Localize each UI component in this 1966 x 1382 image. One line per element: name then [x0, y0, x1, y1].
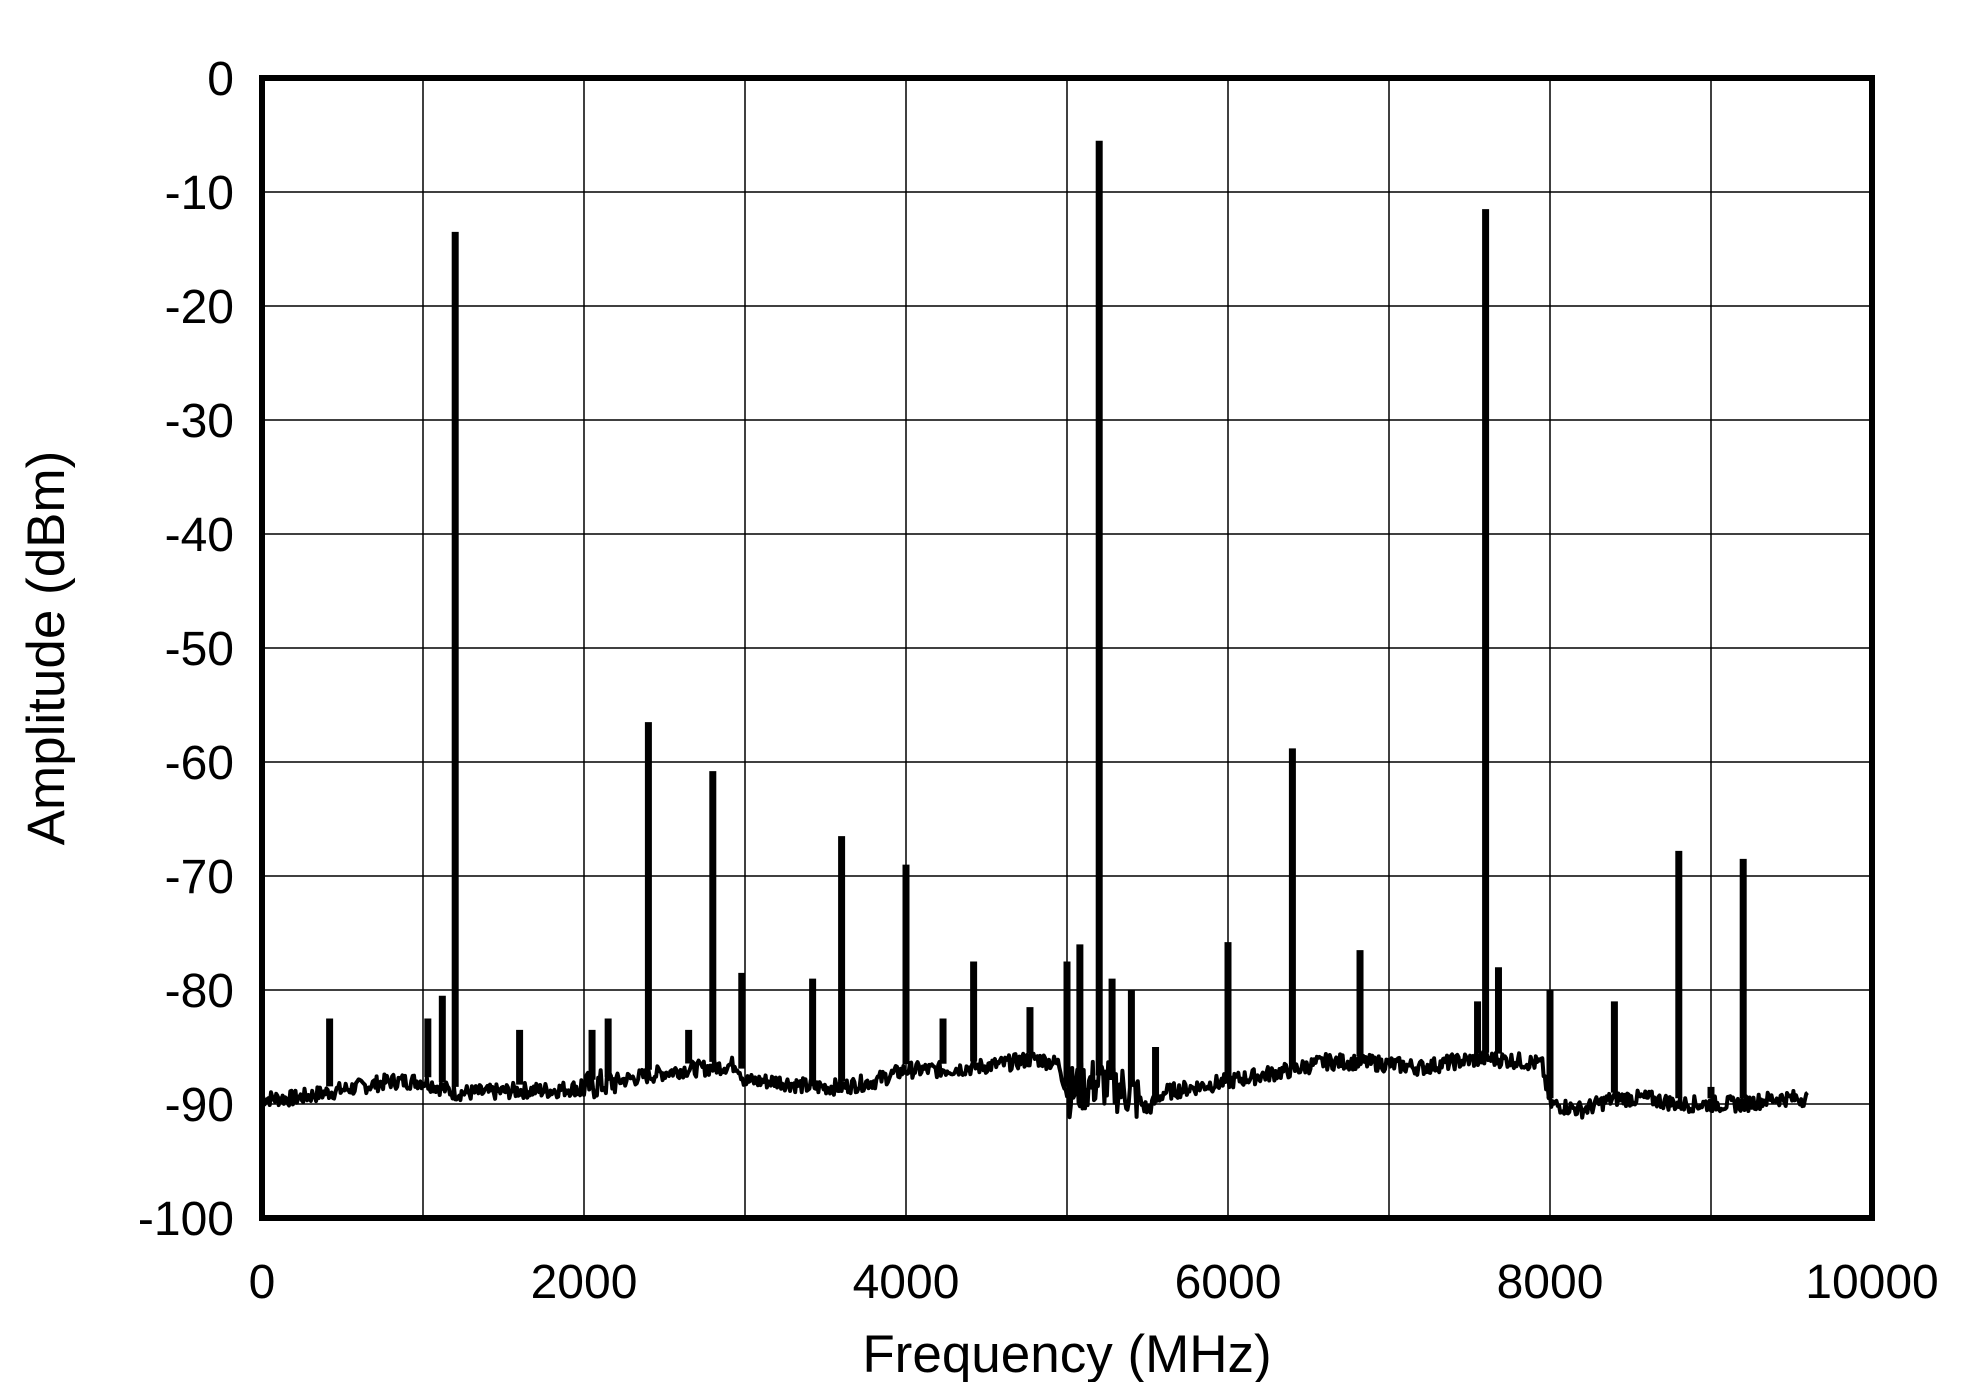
y-tick-label: -40 [165, 509, 234, 562]
y-tick-label: -90 [165, 1079, 234, 1132]
x-tick-label: 2000 [531, 1256, 638, 1309]
plot-frame [259, 75, 1875, 1221]
y-tick-label: -70 [165, 851, 234, 904]
y-axis-label: Amplitude (dBm) [17, 451, 76, 846]
x-tick-label: 6000 [1175, 1256, 1282, 1309]
y-tick-labels: 0 -10 -20 -30 -40 -50 -60 -70 -80 -90 -100 [138, 53, 234, 1246]
x-tick-labels: 0 2000 4000 6000 8000 10000 [249, 1256, 1939, 1309]
y-tick-label: -50 [165, 623, 234, 676]
noise-floor-line [260, 1049, 1809, 1120]
x-tick-label: 8000 [1497, 1256, 1604, 1309]
y-tick-label: -60 [165, 737, 234, 790]
y-tick-label: -20 [165, 281, 234, 334]
spectrum-trace [260, 140, 1809, 1120]
x-tick-label: 10000 [1805, 1256, 1938, 1309]
x-axis-label: Frequency (MHz) [862, 1325, 1271, 1382]
y-tick-label: 0 [207, 53, 234, 106]
y-tick-label: -10 [165, 167, 234, 220]
x-tick-label: 4000 [853, 1256, 960, 1309]
y-tick-label: -30 [165, 395, 234, 448]
x-tick-label: 0 [249, 1256, 276, 1309]
y-tick-label: -100 [138, 1193, 234, 1246]
y-tick-label: -80 [165, 965, 234, 1018]
